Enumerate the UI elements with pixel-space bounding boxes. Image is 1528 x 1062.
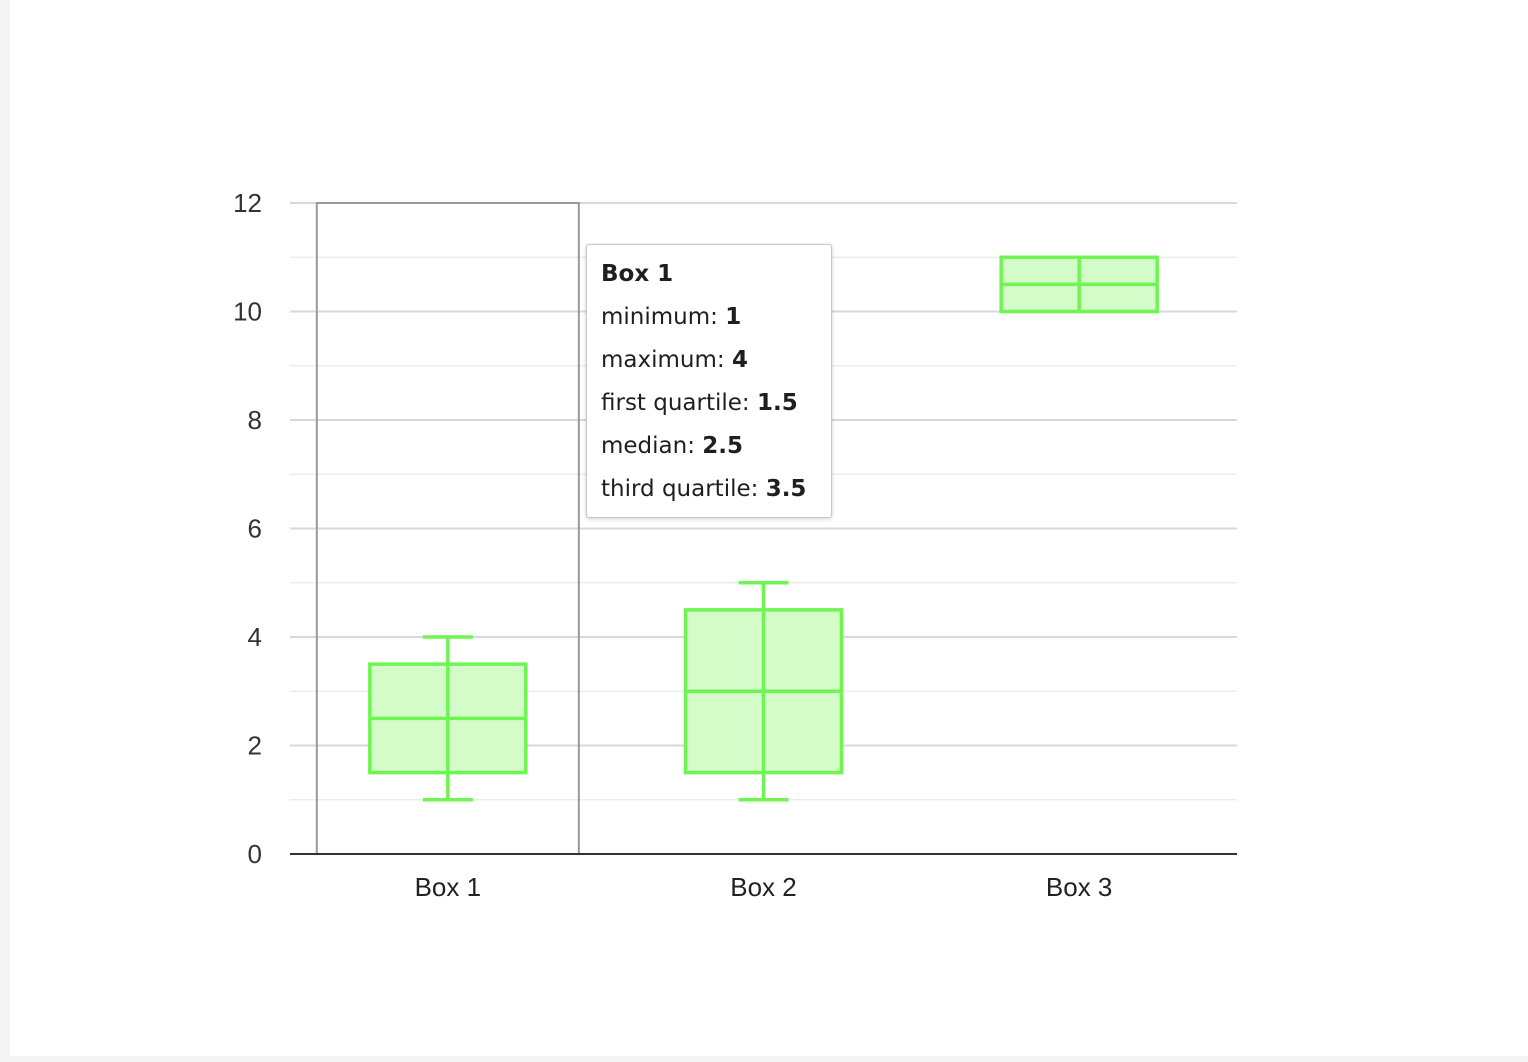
tooltip-label: median: xyxy=(601,433,695,459)
tooltip-value: 3.5 xyxy=(765,476,807,502)
tooltip-row-median: median: 2.5 xyxy=(601,431,831,474)
tooltip-label: maximum: xyxy=(601,347,725,373)
y-tick-label: 12 xyxy=(233,188,262,218)
tooltip-row-minimum: minimum: 1 xyxy=(601,302,831,345)
tooltip-value: 1 xyxy=(725,304,742,330)
y-tick-label: 10 xyxy=(233,297,262,327)
x-category-label: Box 2 xyxy=(730,872,797,902)
y-tick-label: 2 xyxy=(248,731,262,761)
x-category-label: Box 1 xyxy=(415,872,482,902)
tooltip: Box 1 minimum: 1 maximum: 4 first quarti… xyxy=(586,244,832,518)
tooltip-value: 1.5 xyxy=(757,390,798,416)
tooltip-label: first quartile: xyxy=(601,390,750,416)
tooltip-label: third quartile: xyxy=(601,476,759,502)
tooltip-value: 2.5 xyxy=(702,433,744,459)
tooltip-title: Box 1 xyxy=(601,261,674,287)
tooltip-row-first-quartile: first quartile: 1.5 xyxy=(601,388,831,431)
y-tick-label: 0 xyxy=(248,839,262,869)
tooltip-value: 4 xyxy=(731,347,748,373)
x-category-label: Box 3 xyxy=(1046,872,1113,902)
tooltip-row-third-quartile: third quartile: 3.5 xyxy=(601,474,831,517)
y-tick-label: 6 xyxy=(248,514,262,544)
tooltip-row-maximum: maximum: 4 xyxy=(601,345,831,388)
y-tick-label: 8 xyxy=(248,405,262,435)
tooltip-label: minimum: xyxy=(601,304,718,330)
y-tick-label: 4 xyxy=(248,622,262,652)
